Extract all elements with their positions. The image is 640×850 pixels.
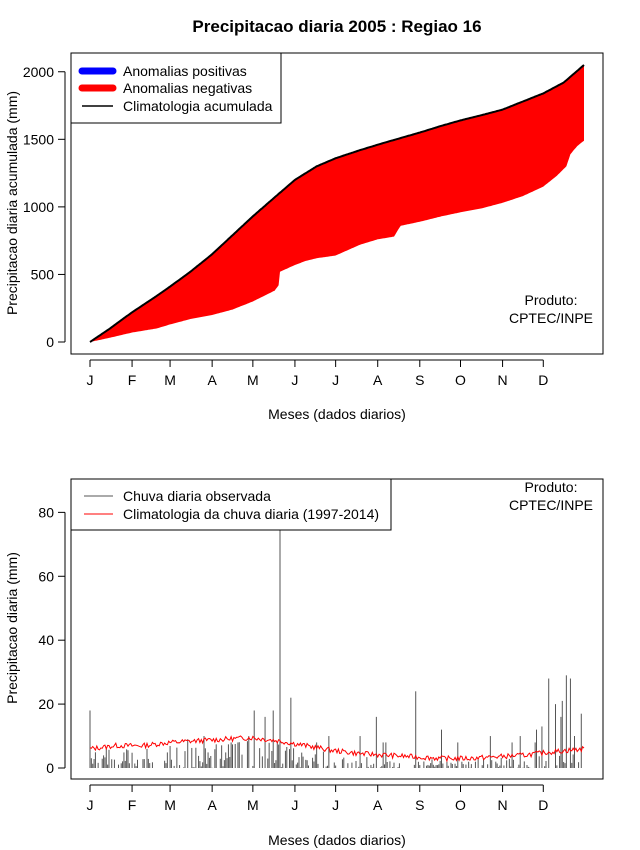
x-tick-label: A <box>207 797 217 813</box>
x-tick-label: J <box>332 797 339 813</box>
cumulative-precip-chart: Precipitacao diaria 2005 : Regiao 16 0 50… <box>4 17 604 422</box>
y-tick-label: 0 <box>46 760 54 776</box>
x-tick-label: M <box>164 372 176 388</box>
climatology-cumulative-line <box>89 64 585 343</box>
y-tick-label: 1000 <box>23 199 54 215</box>
x-tick-label: M <box>164 797 176 813</box>
x-tick-label: M <box>247 372 259 388</box>
x-tick-label: J <box>87 372 94 388</box>
x-tick-label: N <box>498 372 508 388</box>
y-tick-label: 80 <box>38 504 54 520</box>
x-tick-label: N <box>498 797 508 813</box>
negative-anomaly-area <box>90 65 584 342</box>
y-tick-label: 60 <box>38 568 54 584</box>
x-axis-label: Meses (dados diarios) <box>268 832 406 848</box>
chart-title: Precipitacao diaria 2005 : Regiao 16 <box>192 17 481 36</box>
x-tick-label: S <box>415 372 424 388</box>
x-tick-label: J <box>291 372 298 388</box>
x-tick-label: A <box>373 372 383 388</box>
x-axis-label: Meses (dados diarios) <box>268 406 406 422</box>
legend-box <box>70 478 392 531</box>
y-tick-label: 0 <box>46 334 54 350</box>
y-tick-label: 1500 <box>23 131 54 147</box>
daily-precip-chart: 0 20 40 60 80 J F M A M J J A S O N D Meses (dados diari… <box>4 478 604 848</box>
product-source: CPTEC/INPE <box>509 497 593 513</box>
y-tick-label: 500 <box>31 266 55 282</box>
x-tick-label: F <box>128 372 137 388</box>
y-axis-label: Precipitacao diaria (mm) <box>4 552 20 704</box>
plot-frame <box>70 52 604 355</box>
x-tick-label: J <box>332 372 339 388</box>
x-tick-label: D <box>538 797 548 813</box>
x-tick-label: F <box>128 797 137 813</box>
legend-label-observed: Chuva diaria observada <box>123 488 271 504</box>
y-axis-label: Precipitacao diaria acumulada (mm) <box>4 91 20 315</box>
x-tick-label: M <box>247 797 259 813</box>
legend-label-climatology: Climatologia da chuva diaria (1997-2014) <box>123 506 379 522</box>
legend-label-negative: Anomalias negativas <box>123 80 252 96</box>
x-tick-label: D <box>538 372 548 388</box>
x-tick-label: J <box>291 797 298 813</box>
y-tick-label: 20 <box>38 696 54 712</box>
x-tick-label: S <box>415 797 424 813</box>
x-tick-label: A <box>207 372 217 388</box>
product-label: Produto: <box>525 292 578 308</box>
x-tick-label: A <box>373 797 383 813</box>
product-source: CPTEC/INPE <box>509 310 593 326</box>
product-label: Produto: <box>525 479 578 495</box>
x-tick-label: O <box>455 372 466 388</box>
legend-label-positive: Anomalias positivas <box>123 63 247 79</box>
legend: Chuva diaria observada Climatologia da c… <box>70 478 392 531</box>
x-tick-label: O <box>455 797 466 813</box>
legend: Anomalias positivas Anomalias negativas … <box>70 52 282 124</box>
y-tick-label: 40 <box>38 632 54 648</box>
y-tick-label: 2000 <box>23 64 54 80</box>
legend-label-climatology: Climatologia acumulada <box>123 98 273 114</box>
x-tick-label: J <box>87 797 94 813</box>
climatology-daily-line <box>89 735 585 763</box>
